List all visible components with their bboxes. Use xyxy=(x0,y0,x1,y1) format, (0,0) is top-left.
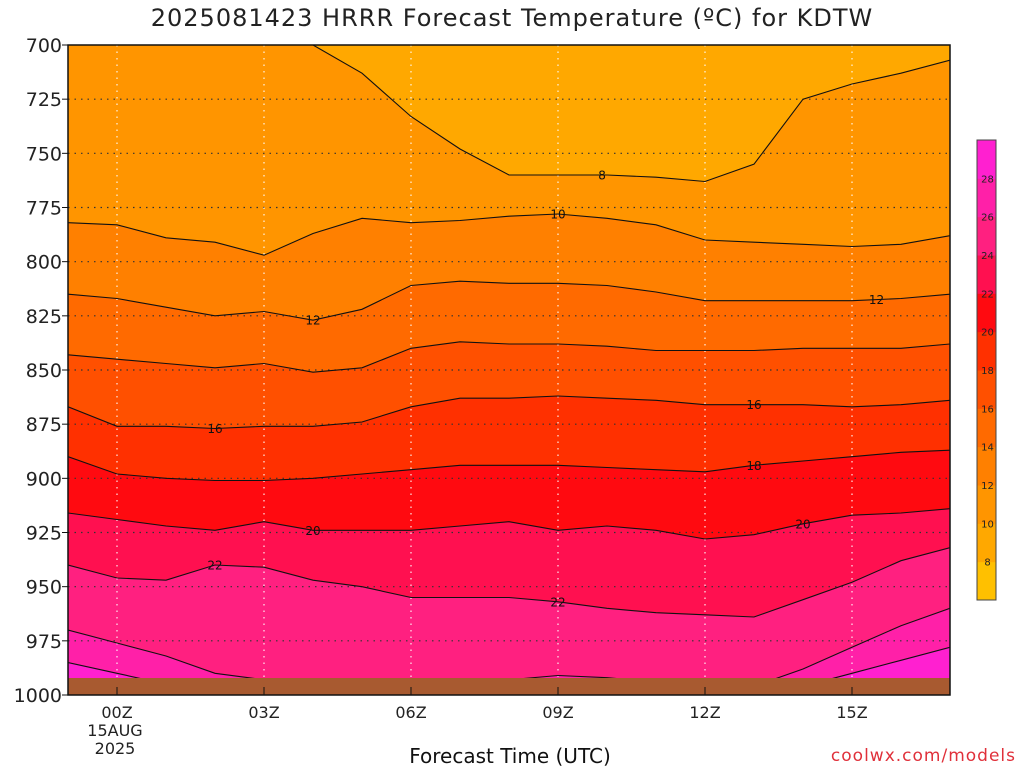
y-tick-label: 750 xyxy=(26,143,62,165)
x-tick-label: 09Z xyxy=(542,703,573,722)
isotherm-label: 10 xyxy=(550,208,565,222)
colorbar-swatch xyxy=(977,140,996,179)
isotherm-label: 20 xyxy=(795,517,810,531)
isotherm-label: 12 xyxy=(869,293,884,307)
colorbar-label: 22 xyxy=(981,289,994,300)
y-tick-label: 825 xyxy=(26,306,62,328)
y-axis: 700 725 750 775 800 825 850 875 900 925 950 975 1000 xyxy=(14,35,68,707)
y-tick-label: 875 xyxy=(26,414,62,436)
isotherm-line xyxy=(68,547,950,618)
colorbar-label: 16 xyxy=(981,404,994,415)
colorbar: 8 10 12 14 16 18 20 22 24 26 28 xyxy=(976,139,997,601)
isotherm-line xyxy=(68,449,950,482)
y-tick-label: 700 xyxy=(26,35,62,57)
y-tick-label: 925 xyxy=(26,523,62,545)
colorbar-swatch xyxy=(977,331,996,371)
colorbar-swatch xyxy=(977,523,996,563)
isotherm-label: 16 xyxy=(207,422,222,436)
colorbar-label: 12 xyxy=(981,481,994,492)
x-tick-label: 06Z xyxy=(395,703,426,722)
ground-surface xyxy=(68,678,950,695)
colorbar-label: 10 xyxy=(981,519,994,530)
colorbar-label: 18 xyxy=(981,366,994,377)
isotherm-line xyxy=(68,280,950,321)
isotherm-label: 20 xyxy=(305,524,320,538)
x-tick-label: 00Z xyxy=(101,703,132,722)
isotherm-line xyxy=(68,341,950,373)
y-tick-label: 725 xyxy=(26,89,62,111)
x-tick-label: 12Z xyxy=(689,703,720,722)
colorbar-swatch xyxy=(977,485,996,524)
chart-title: 2025081423 HRRR Forecast Temperature (ºC… xyxy=(150,4,874,32)
colorbar-label: 26 xyxy=(981,213,994,224)
colorbar-swatch xyxy=(977,255,996,294)
colorbar-label: 20 xyxy=(981,328,994,339)
isotherm-line xyxy=(68,508,950,540)
y-tick-label: 1000 xyxy=(14,685,62,707)
colorbar-swatch xyxy=(977,216,996,256)
y-tick-label: 775 xyxy=(26,198,62,220)
isotherm-label: 16 xyxy=(746,398,761,412)
isotherm-label: 18 xyxy=(746,459,761,473)
x-tick-sublabel: 15AUG xyxy=(87,721,142,740)
colorbar-label: 28 xyxy=(981,174,994,185)
x-tick-label: 03Z xyxy=(248,703,279,722)
isotherm-line xyxy=(68,395,950,430)
isotherm-label: 22 xyxy=(550,595,565,609)
y-tick-label: 950 xyxy=(26,577,62,599)
isotherm-line xyxy=(68,213,950,256)
x-tick-label: 15Z xyxy=(836,703,867,722)
isotherm-label: 22 xyxy=(207,559,222,573)
colorbar-frame xyxy=(976,139,997,601)
colorbar-swatch xyxy=(977,561,996,601)
colorbar-swatch xyxy=(977,446,996,486)
y-tick-label: 900 xyxy=(26,468,62,490)
temperature-fill-layer xyxy=(68,45,950,695)
isotherm-label: 8 xyxy=(598,169,606,183)
colorbar-swatch xyxy=(977,408,996,448)
colorbar-label: 14 xyxy=(981,443,994,454)
colorbar-swatch xyxy=(977,293,996,333)
y-tick-label: 850 xyxy=(26,360,62,382)
y-tick-label: 975 xyxy=(26,631,62,653)
colorbar-label: 8 xyxy=(984,558,990,569)
colorbar-label: 24 xyxy=(981,251,994,262)
colorbar-swatch xyxy=(977,178,996,218)
x-tick-sublabel: 2025 xyxy=(95,739,136,758)
colorbar-swatch xyxy=(977,370,996,409)
x-axis-label: Forecast Time (UTC) xyxy=(409,744,611,768)
y-tick-label: 800 xyxy=(26,252,62,274)
source-credit: coolwx.com/models xyxy=(830,746,1016,766)
isotherm-label: 12 xyxy=(305,314,320,328)
isotherm-line xyxy=(257,45,950,183)
